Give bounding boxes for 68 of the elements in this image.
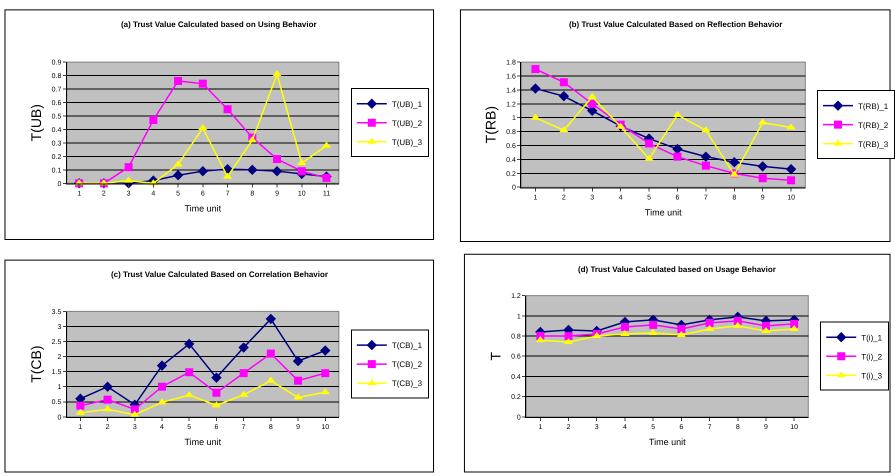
point	[320, 345, 330, 356]
point	[76, 402, 84, 410]
point	[645, 139, 654, 148]
point	[588, 100, 596, 108]
y-axis-title: T	[488, 352, 504, 361]
point	[238, 342, 249, 353]
legend-label: T(CB)_3	[392, 379, 423, 388]
point	[174, 76, 182, 85]
legend-label: T(RB)_3	[858, 140, 889, 149]
point	[149, 116, 158, 124]
legend-label: T(i)_2	[861, 352, 883, 362]
point	[184, 338, 194, 350]
point	[198, 80, 207, 88]
point	[240, 369, 248, 378]
point	[273, 155, 282, 164]
point	[211, 372, 222, 383]
point	[531, 65, 540, 74]
legend-label: T(RB)_1	[858, 102, 889, 111]
point	[321, 369, 330, 378]
legend-label: T(CB)_2	[392, 360, 423, 370]
point	[294, 376, 302, 385]
legend-label: T(RB)_2	[858, 120, 889, 130]
point	[292, 356, 304, 366]
point	[702, 162, 710, 170]
point	[673, 152, 682, 161]
point	[757, 161, 768, 172]
chart-title: (d) Trust Value Calculated based on Usage Behavior	[578, 265, 776, 274]
point	[185, 368, 194, 376]
x-axis-title: Time unit	[184, 437, 222, 448]
y-axis-title: T(UB)	[28, 104, 44, 142]
point	[224, 105, 232, 114]
point	[247, 164, 258, 176]
legend-label: T(CB)_1	[392, 341, 423, 350]
point	[672, 144, 683, 154]
y-axis-title: T(RB)	[482, 106, 499, 144]
point	[172, 170, 184, 180]
legend-label: T(i)_1	[861, 333, 883, 342]
point	[198, 166, 208, 176]
legend-label: T(UB)_1	[392, 100, 423, 109]
chart-title: (a) Trust Value Calculated based on Using Behavior	[121, 20, 317, 29]
y-axis-title: T(CB)	[28, 345, 44, 383]
point	[102, 381, 113, 392]
point	[530, 83, 541, 94]
point	[786, 164, 796, 174]
chart-title: (c) Trust Value Calculated Based on Correlation Behavior	[111, 270, 328, 279]
point	[758, 174, 767, 182]
legend-label: T(UB)_2	[392, 118, 423, 128]
point	[322, 174, 330, 182]
point	[558, 90, 570, 102]
point	[156, 360, 168, 371]
point	[158, 382, 166, 391]
point	[266, 314, 276, 324]
point	[298, 167, 306, 176]
x-axis-title: Time unit	[648, 437, 686, 448]
point	[700, 151, 712, 162]
point	[104, 396, 112, 404]
legend-label: T(i)_3	[861, 371, 883, 380]
legend-label: T(UB)_3	[392, 138, 423, 147]
point	[212, 388, 220, 397]
point	[266, 350, 275, 358]
point	[124, 163, 133, 172]
x-axis-title: Time unit	[644, 207, 682, 218]
chart-title: (b) Trust Value Calculated Based on Reflection Behavior	[569, 20, 782, 29]
x-axis-title: Time unit	[184, 204, 222, 214]
point	[272, 166, 282, 176]
point	[787, 176, 796, 184]
point	[729, 157, 740, 168]
point	[560, 78, 568, 86]
